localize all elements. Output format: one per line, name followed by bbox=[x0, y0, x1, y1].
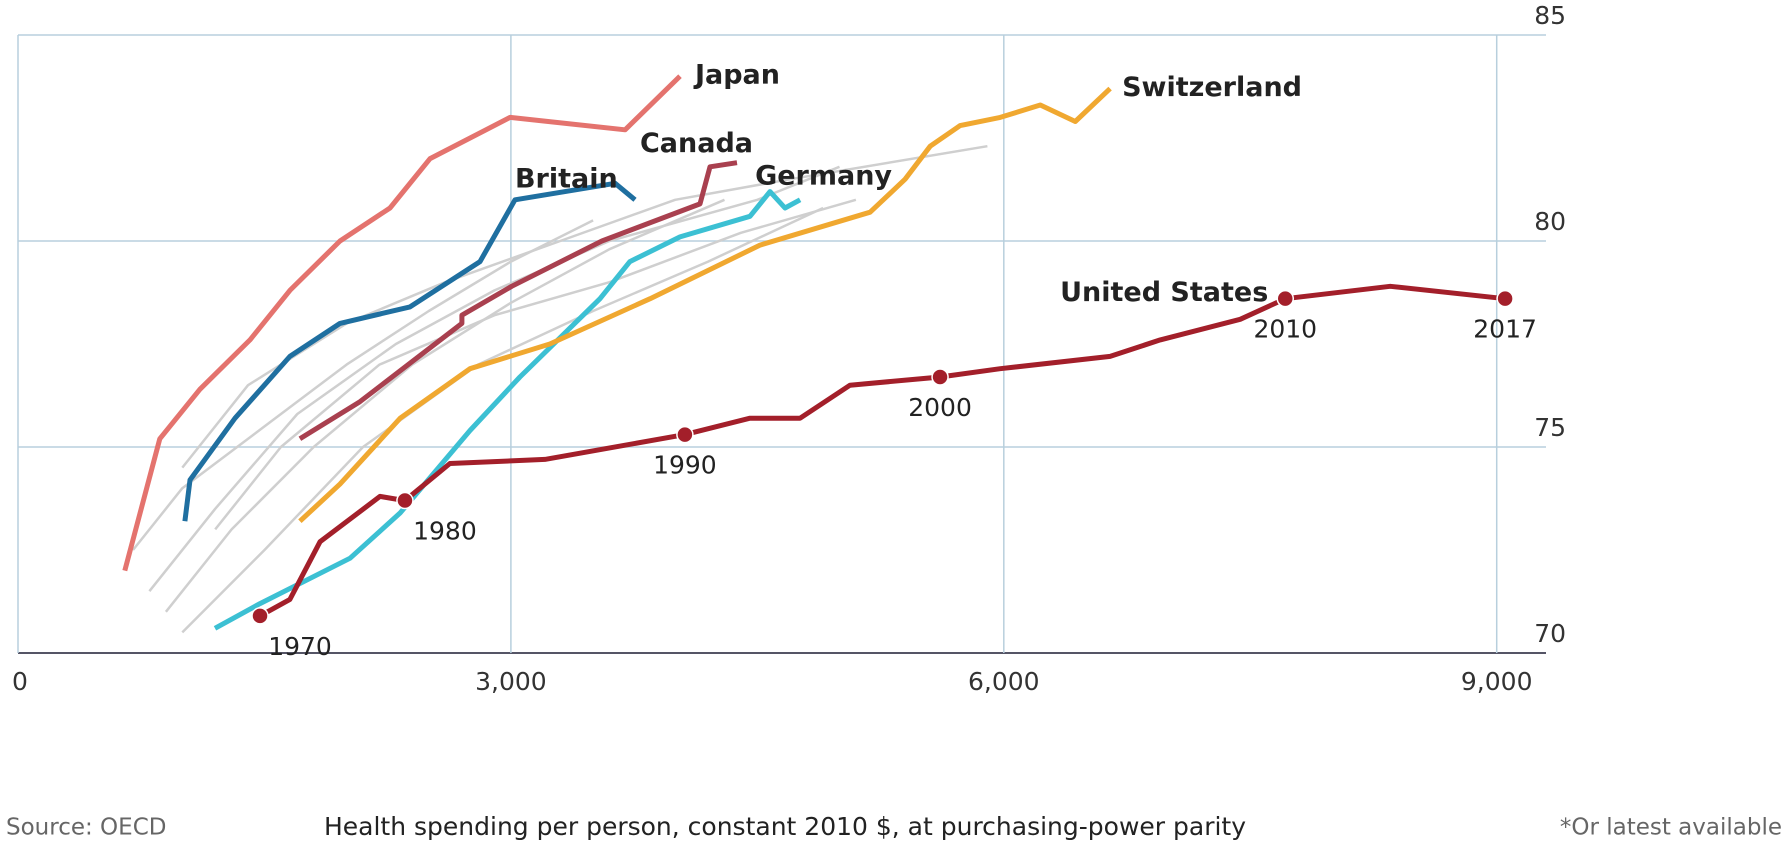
year-marker bbox=[931, 368, 949, 386]
background-line bbox=[214, 198, 857, 531]
x-tick-label: 3,000 bbox=[475, 667, 547, 696]
y-tick-label: 70 bbox=[1534, 619, 1566, 648]
background-line bbox=[181, 144, 988, 469]
year-label: 1990 bbox=[653, 451, 717, 480]
year-marker bbox=[396, 491, 414, 510]
x-tick-label: 6,000 bbox=[968, 667, 1040, 696]
series-line bbox=[122, 74, 682, 572]
year-marker bbox=[1496, 289, 1514, 308]
year-marker bbox=[1276, 289, 1295, 308]
year-marker bbox=[676, 425, 694, 444]
year-label: 1980 bbox=[413, 517, 477, 546]
year-label: 2010 bbox=[1253, 315, 1317, 344]
background-line bbox=[164, 198, 725, 613]
series-line bbox=[182, 180, 637, 522]
series-line bbox=[213, 189, 802, 631]
series-label: Britain bbox=[515, 163, 618, 194]
series-label: Japan bbox=[693, 60, 780, 91]
year-label: 2000 bbox=[908, 393, 972, 422]
note: *Or latest available bbox=[1560, 815, 1782, 841]
series-label: Canada bbox=[640, 128, 753, 159]
series-line bbox=[298, 160, 738, 441]
year-marker bbox=[251, 607, 269, 625]
background-line bbox=[148, 165, 840, 592]
y-tick-label: 75 bbox=[1534, 413, 1566, 442]
series-line bbox=[298, 86, 1112, 524]
series-label: Germany bbox=[755, 160, 892, 191]
background-line bbox=[181, 206, 824, 634]
x-tick-label: 9,000 bbox=[1461, 667, 1533, 696]
year-label: 2017 bbox=[1473, 315, 1537, 344]
y-tick-label: 85 bbox=[1534, 1, 1566, 30]
source: Source: OECD bbox=[6, 815, 166, 841]
y-tick-label: 80 bbox=[1534, 207, 1566, 236]
series-label: Switzerland bbox=[1122, 72, 1302, 103]
year-label: 1970 bbox=[268, 632, 332, 661]
series-label: United States bbox=[1060, 277, 1268, 308]
background-line bbox=[132, 219, 594, 551]
x-tick-label: 0 bbox=[12, 667, 28, 696]
x-axis-label: Health spending per person, constant 201… bbox=[324, 812, 1246, 841]
series-line bbox=[258, 283, 1506, 619]
